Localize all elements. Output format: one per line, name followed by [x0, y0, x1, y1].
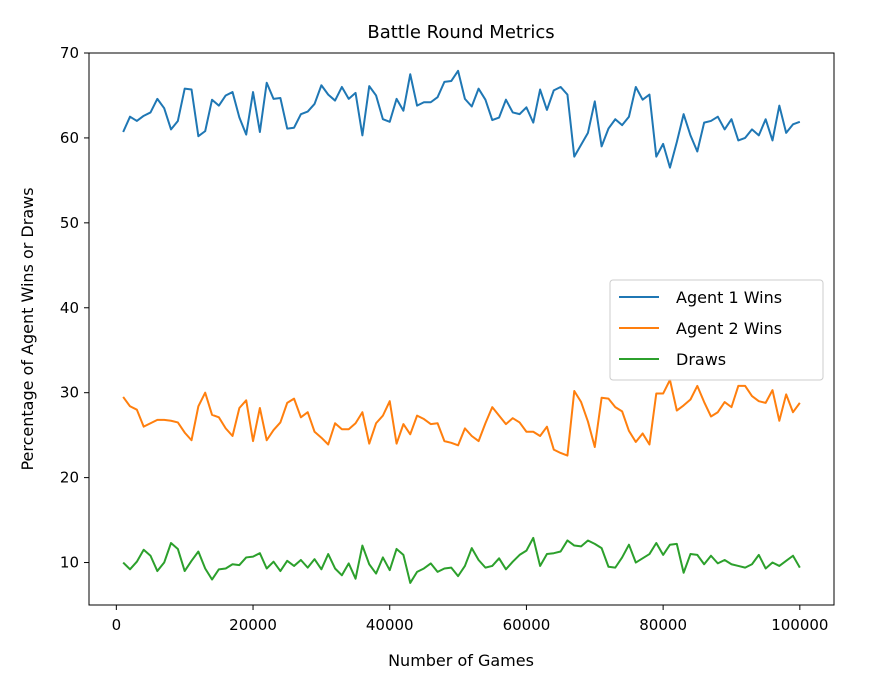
y-tick-label: 20 — [60, 469, 79, 487]
plot-area — [122, 69, 801, 584]
y-tick-label: 10 — [60, 554, 79, 572]
series-line-draws — [122, 536, 801, 584]
legend: Agent 1 Wins Agent 2 Wins Draws — [609, 279, 824, 381]
legend-label-agent-1-wins: Agent 1 Wins — [676, 288, 782, 307]
y-axis-label: Percentage of Agent Wins or Draws — [18, 187, 37, 470]
y-axis: 10 20 30 40 50 60 70 — [60, 44, 89, 572]
y-tick-label: 70 — [60, 44, 79, 62]
chart-title: Battle Round Metrics — [367, 22, 554, 43]
legend-box — [609, 279, 824, 381]
x-axis-label: Number of Games — [388, 651, 534, 670]
x-tick-label: 80000 — [639, 616, 687, 634]
series-line-agent-2-wins — [122, 378, 801, 457]
x-tick-label: 100000 — [771, 616, 828, 634]
y-tick-label: 30 — [60, 384, 79, 402]
x-tick-label: 0 — [112, 616, 122, 634]
legend-label-draws: Draws — [676, 350, 726, 369]
y-tick-label: 60 — [60, 129, 79, 147]
legend-label-agent-2-wins: Agent 2 Wins — [676, 319, 782, 338]
series-line-agent-1-wins — [122, 69, 801, 169]
x-tick-label: 60000 — [503, 616, 551, 634]
x-tick-label: 20000 — [229, 616, 277, 634]
x-tick-label: 40000 — [366, 616, 414, 634]
y-tick-label: 50 — [60, 214, 79, 232]
y-tick-label: 40 — [60, 299, 79, 317]
x-axis: 0 20000 40000 60000 80000 100000 — [112, 605, 828, 634]
plot-frame — [88, 52, 835, 606]
